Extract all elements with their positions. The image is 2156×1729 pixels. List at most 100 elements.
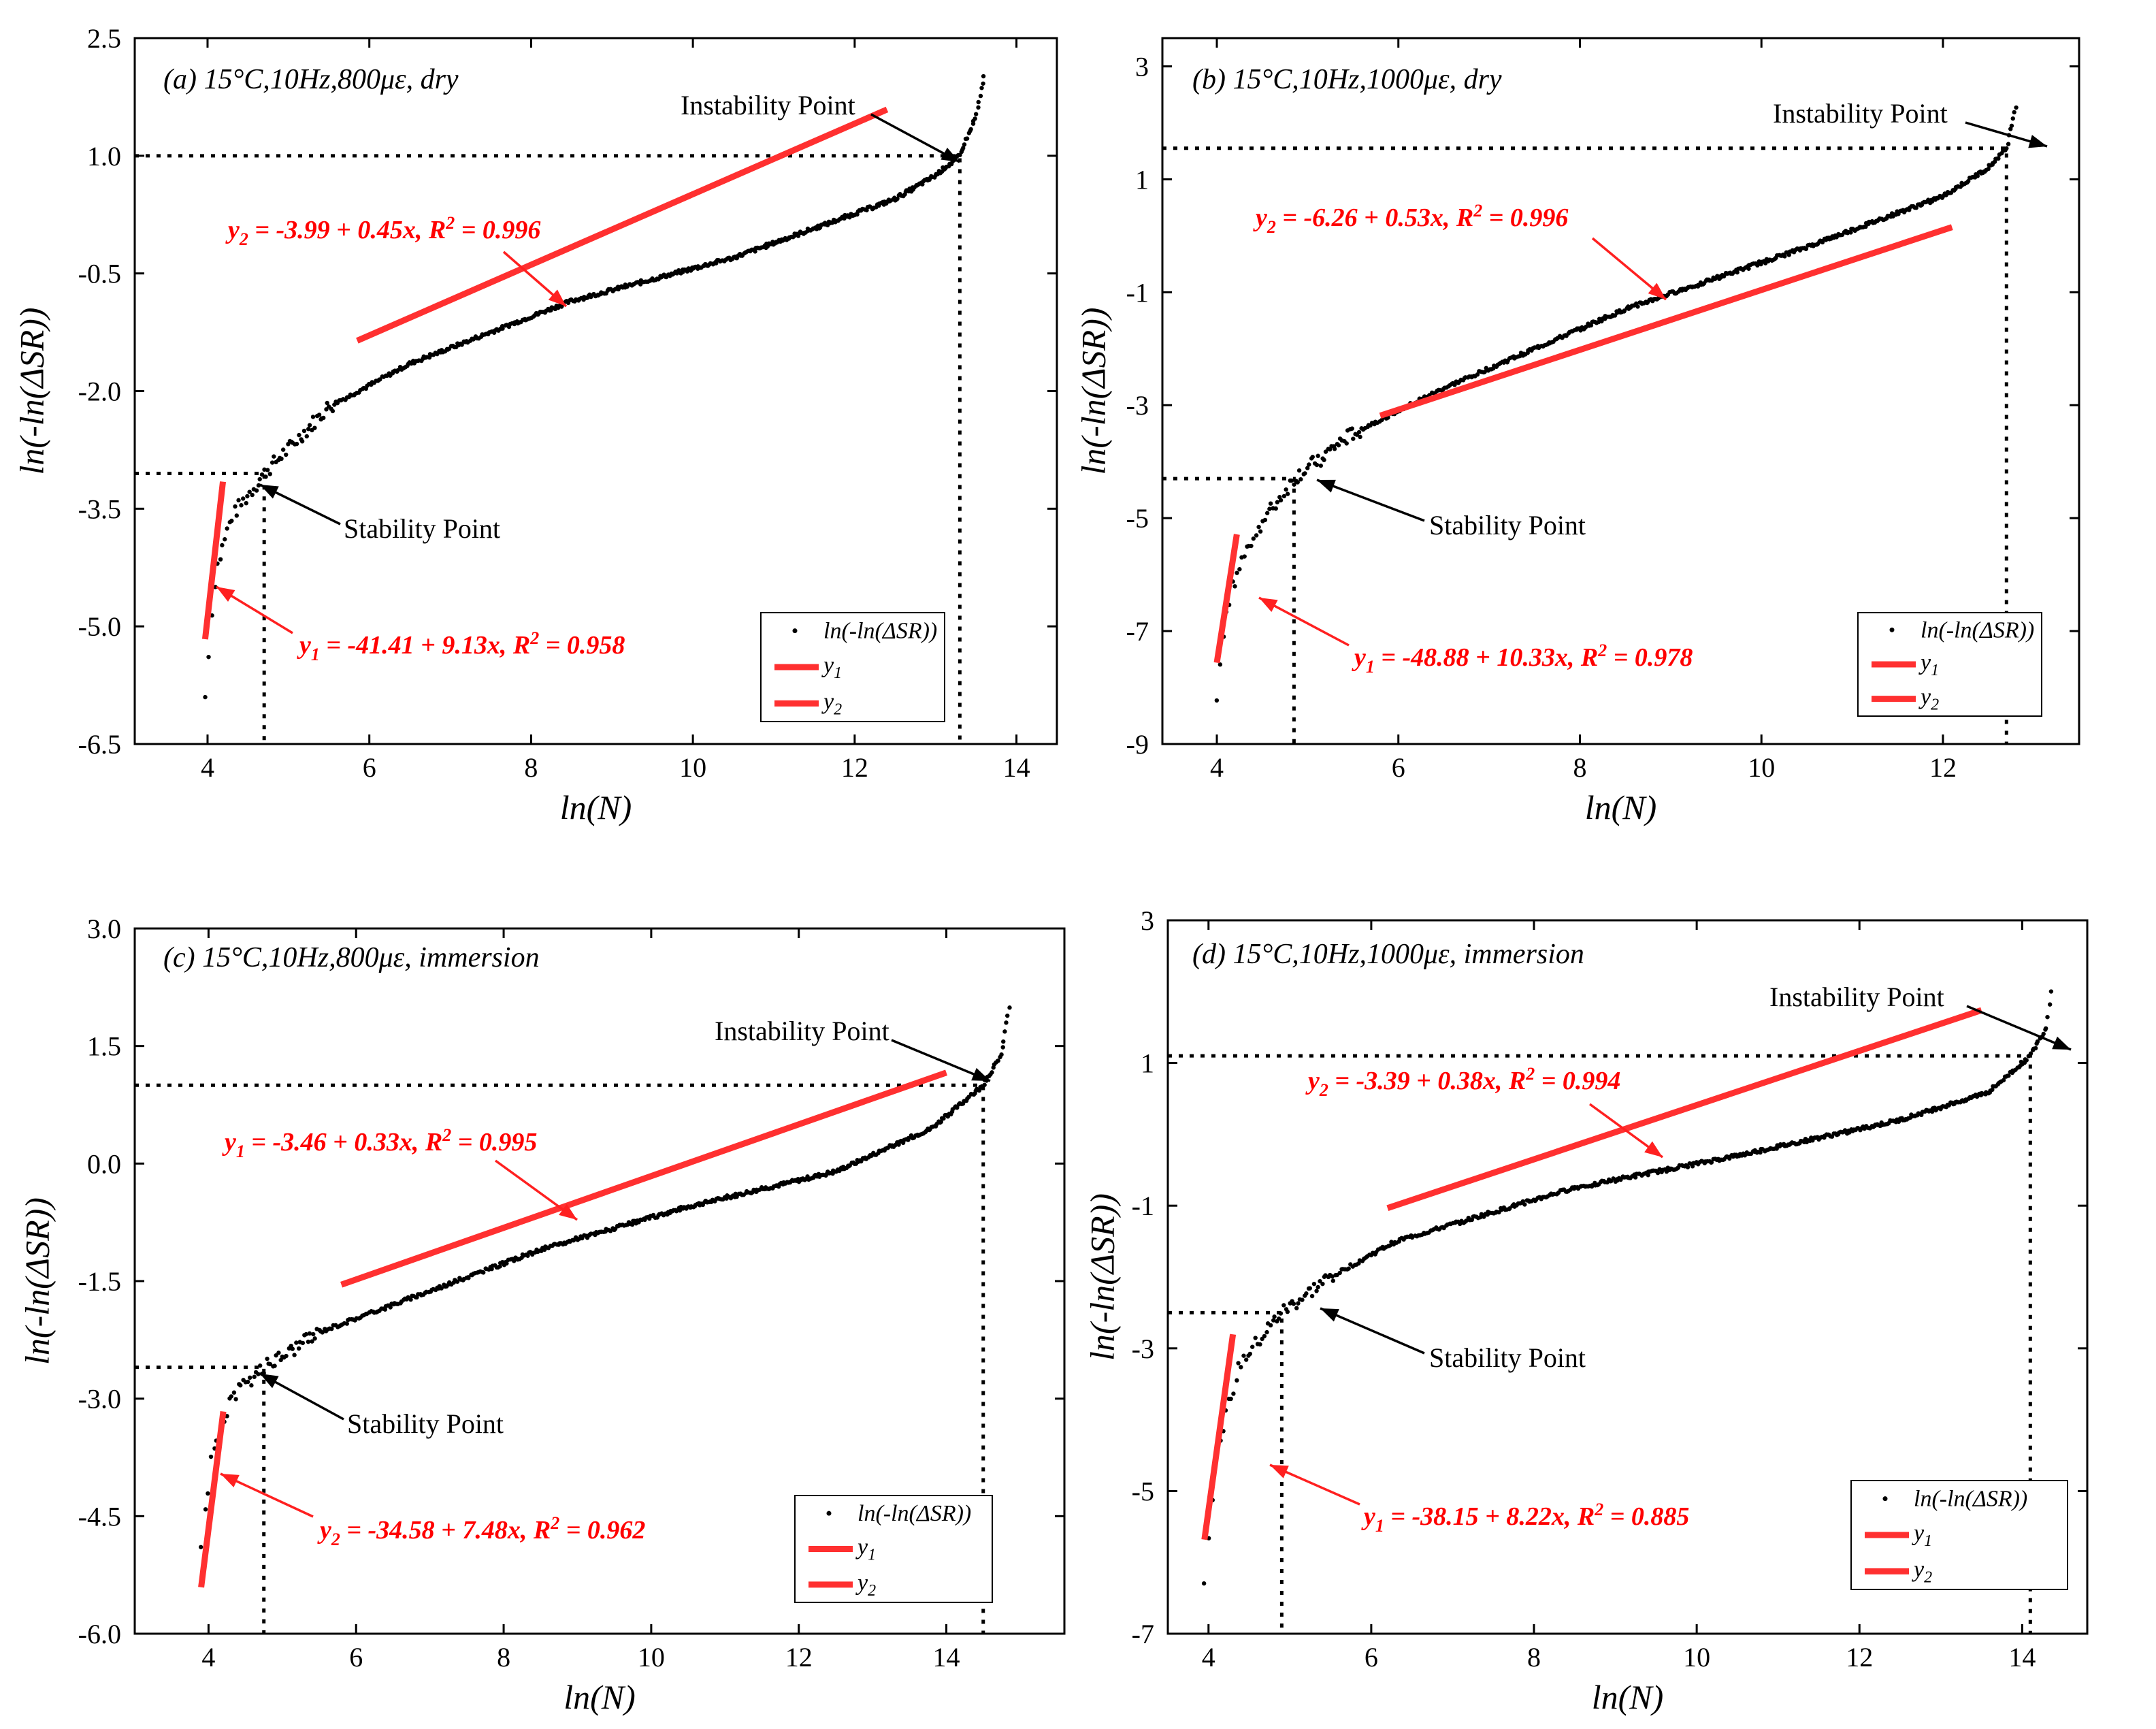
data-point bbox=[1709, 1160, 1714, 1165]
legend: ln(-ln(ΔSR)) y1 y2 bbox=[1850, 1480, 2068, 1590]
data-point bbox=[1262, 517, 1268, 523]
data-point bbox=[1275, 500, 1280, 504]
legend-marker-data bbox=[1889, 627, 1895, 632]
data-point bbox=[306, 1339, 311, 1344]
equation-arrow-y2-head bbox=[220, 1474, 240, 1488]
data-point bbox=[236, 498, 241, 503]
data-point bbox=[1292, 482, 1296, 487]
data-point bbox=[1218, 662, 1223, 667]
equation-arrow-y2-head bbox=[1644, 1141, 1663, 1157]
data-point bbox=[1281, 1303, 1286, 1308]
legend: ln(-ln(ΔSR)) y1 y2 bbox=[760, 612, 945, 722]
equation-arrow-y1-head bbox=[559, 1203, 577, 1220]
data-point bbox=[256, 1372, 261, 1376]
data-point bbox=[330, 408, 336, 414]
equation-arrow-y1-head bbox=[216, 587, 235, 602]
data-point bbox=[382, 1307, 388, 1312]
data-point bbox=[1986, 166, 1991, 172]
legend: ln(-ln(ΔSR)) y1 y2 bbox=[794, 1495, 993, 1603]
data-point bbox=[2041, 1031, 2046, 1037]
data-point bbox=[270, 460, 275, 465]
data-point bbox=[1284, 487, 1288, 492]
data-point bbox=[973, 116, 977, 121]
data-point bbox=[1296, 468, 1302, 473]
x-axis-title: ln(N) bbox=[564, 1678, 636, 1716]
data-point bbox=[1247, 1351, 1252, 1357]
data-point bbox=[2009, 123, 2014, 128]
y-tick-label: -2.0 bbox=[78, 376, 121, 407]
legend-marker-data bbox=[792, 628, 798, 634]
data-point bbox=[239, 503, 244, 508]
data-point bbox=[233, 1397, 238, 1402]
data-point bbox=[2035, 1039, 2040, 1044]
data-point bbox=[1351, 436, 1356, 441]
data-point bbox=[1330, 1274, 1335, 1279]
y-tick-label: 1.0 bbox=[87, 141, 121, 172]
data-point bbox=[1721, 274, 1727, 279]
data-point bbox=[955, 1105, 960, 1110]
data-point bbox=[301, 428, 307, 434]
data-point bbox=[263, 474, 268, 479]
data-point bbox=[1002, 1029, 1007, 1034]
y-axis-title: ln(-ln(ΔSR)) bbox=[18, 1197, 56, 1365]
equation-arrow-y2 bbox=[220, 1472, 314, 1518]
data-point bbox=[238, 1383, 243, 1388]
data-point bbox=[247, 489, 252, 494]
y-tick-label: -5 bbox=[1132, 1476, 1154, 1506]
data-point bbox=[1327, 447, 1333, 452]
fit-line-y1 bbox=[201, 481, 227, 640]
data-point bbox=[1294, 1306, 1299, 1310]
data-point bbox=[427, 355, 432, 360]
data-point bbox=[1975, 174, 1980, 178]
data-point bbox=[1310, 455, 1315, 459]
data-point bbox=[962, 142, 967, 147]
data-point bbox=[304, 1331, 308, 1337]
data-point bbox=[254, 488, 259, 493]
data-point bbox=[208, 1454, 214, 1459]
data-point bbox=[1285, 491, 1290, 496]
data-point bbox=[252, 1374, 257, 1379]
instability-point-arrow-shaft bbox=[891, 1039, 991, 1082]
equation-arrow-y1-head bbox=[1259, 598, 1278, 613]
data-point bbox=[2043, 1026, 2048, 1031]
data-point bbox=[220, 543, 225, 548]
data-point bbox=[1300, 1297, 1305, 1302]
plot-frame bbox=[1161, 37, 2080, 745]
x-tick-label: 6 bbox=[1392, 752, 1405, 783]
data-point bbox=[229, 1394, 233, 1399]
data-point bbox=[306, 427, 311, 432]
data-point bbox=[1254, 533, 1259, 538]
x-tick-label: 14 bbox=[2008, 1642, 2036, 1673]
equation-arrow-y1 bbox=[1269, 1464, 1360, 1506]
data-point bbox=[2006, 1073, 2011, 1078]
y-tick-label: -1 bbox=[1126, 277, 1149, 308]
data-point bbox=[976, 105, 981, 110]
panel-title: (b) 15°C,10Hz,1000με, dry bbox=[1192, 64, 1502, 95]
legend-marker-data bbox=[826, 1510, 832, 1516]
data-point bbox=[2033, 1046, 2038, 1051]
stability-point-label: Stability Point bbox=[1429, 510, 1586, 540]
data-point bbox=[1250, 1344, 1255, 1349]
data-point bbox=[223, 537, 227, 542]
equation-y1: y1 = -3.46 + 0.33x, R2 = 0.995 bbox=[222, 1125, 537, 1161]
instability-point-arrow-head bbox=[2052, 1036, 2071, 1050]
x-tick-label: 12 bbox=[785, 1642, 813, 1673]
y-tick-label: 3 bbox=[1141, 905, 1154, 936]
data-point bbox=[964, 136, 970, 141]
data-point bbox=[978, 93, 983, 99]
x-tick-label: 10 bbox=[1748, 752, 1775, 783]
data-point bbox=[1755, 263, 1760, 268]
data-point bbox=[1507, 1206, 1512, 1211]
legend-label-y1: y1 bbox=[821, 653, 842, 682]
legend-label-y2: y2 bbox=[855, 1570, 876, 1600]
stability-point-arrow bbox=[259, 483, 341, 526]
data-point bbox=[459, 342, 464, 347]
data-point bbox=[300, 1340, 306, 1346]
instability-point-arrow bbox=[870, 113, 960, 163]
data-point bbox=[1337, 1270, 1342, 1276]
data-point bbox=[455, 1279, 460, 1284]
y-tick-label: -1.5 bbox=[78, 1266, 121, 1297]
data-point bbox=[842, 216, 847, 221]
data-point bbox=[1452, 383, 1457, 387]
data-point bbox=[1264, 1329, 1269, 1335]
